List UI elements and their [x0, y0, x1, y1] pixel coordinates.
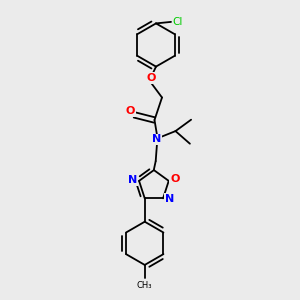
Text: O: O: [170, 174, 179, 184]
Text: O: O: [147, 73, 156, 83]
Text: Cl: Cl: [173, 17, 183, 27]
Text: N: N: [165, 194, 174, 204]
Text: N: N: [128, 175, 137, 185]
Text: O: O: [126, 106, 135, 116]
Text: CH₃: CH₃: [137, 280, 152, 290]
Text: N: N: [152, 134, 161, 145]
